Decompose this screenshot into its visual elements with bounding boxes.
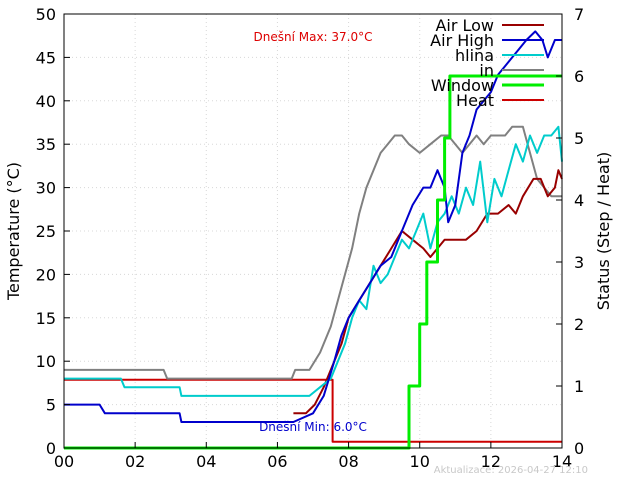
legend-label: Air Low [435,16,494,35]
y2-tick-label: 7 [574,5,584,24]
series-line-in [64,125,562,380]
x-tick-label: 06 [267,452,287,471]
y-tick-label: 35 [36,135,56,154]
x-tick-label: 10 [410,452,430,471]
legend-label: Air High [430,31,494,50]
y-axis-title: Temperature (°C) [4,162,23,301]
y2-tick-label: 4 [574,191,584,210]
x-tick-label: 04 [196,452,216,471]
y-tick-label: 0 [46,439,56,458]
y-tick-label: 5 [46,396,56,415]
x-tick-label: 14 [552,452,572,471]
legend-label: Window [431,76,494,95]
y-tick-label: 30 [36,179,56,198]
min-annotation: Dnešní Min: 6.0°C [259,420,367,434]
y-tick-label: 20 [36,265,56,284]
x-tick-label: 08 [338,452,358,471]
y-tick-label: 25 [36,222,56,241]
grid [64,14,562,448]
legend-label: hlina [455,46,494,65]
y2-tick-label: 6 [574,67,584,86]
max-annotation: Dnešní Max: 37.0°C [254,30,373,44]
y-tick-label: 40 [36,92,56,111]
y2-tick-label: 3 [574,253,584,272]
y2-tick-label: 2 [574,315,584,334]
legend-label: Heat [456,91,494,110]
y-tick-label: 15 [36,309,56,328]
y2-tick-label: 1 [574,377,584,396]
series-lines [64,30,563,450]
series-line-air-high [64,30,562,423]
x-tick-label: 02 [125,452,145,471]
x-tick-label: 12 [481,452,501,471]
series-line-heat [64,378,562,443]
y-tick-label: 45 [36,48,56,67]
legend-label: in [479,61,494,80]
x-tick-label: 00 [54,452,74,471]
y2-axis-title: Status (Step / Heat) [594,152,613,311]
update-timestamp: Aktualizace: 2026-04-27 12:10 [434,465,588,476]
series-line-hlina [64,125,563,397]
y2-tick-label: 5 [574,129,584,148]
y-tick-label: 10 [36,352,56,371]
y-tick-label: 50 [36,5,56,24]
series-line-window [64,74,562,450]
y2-tick-label: 0 [574,439,584,458]
